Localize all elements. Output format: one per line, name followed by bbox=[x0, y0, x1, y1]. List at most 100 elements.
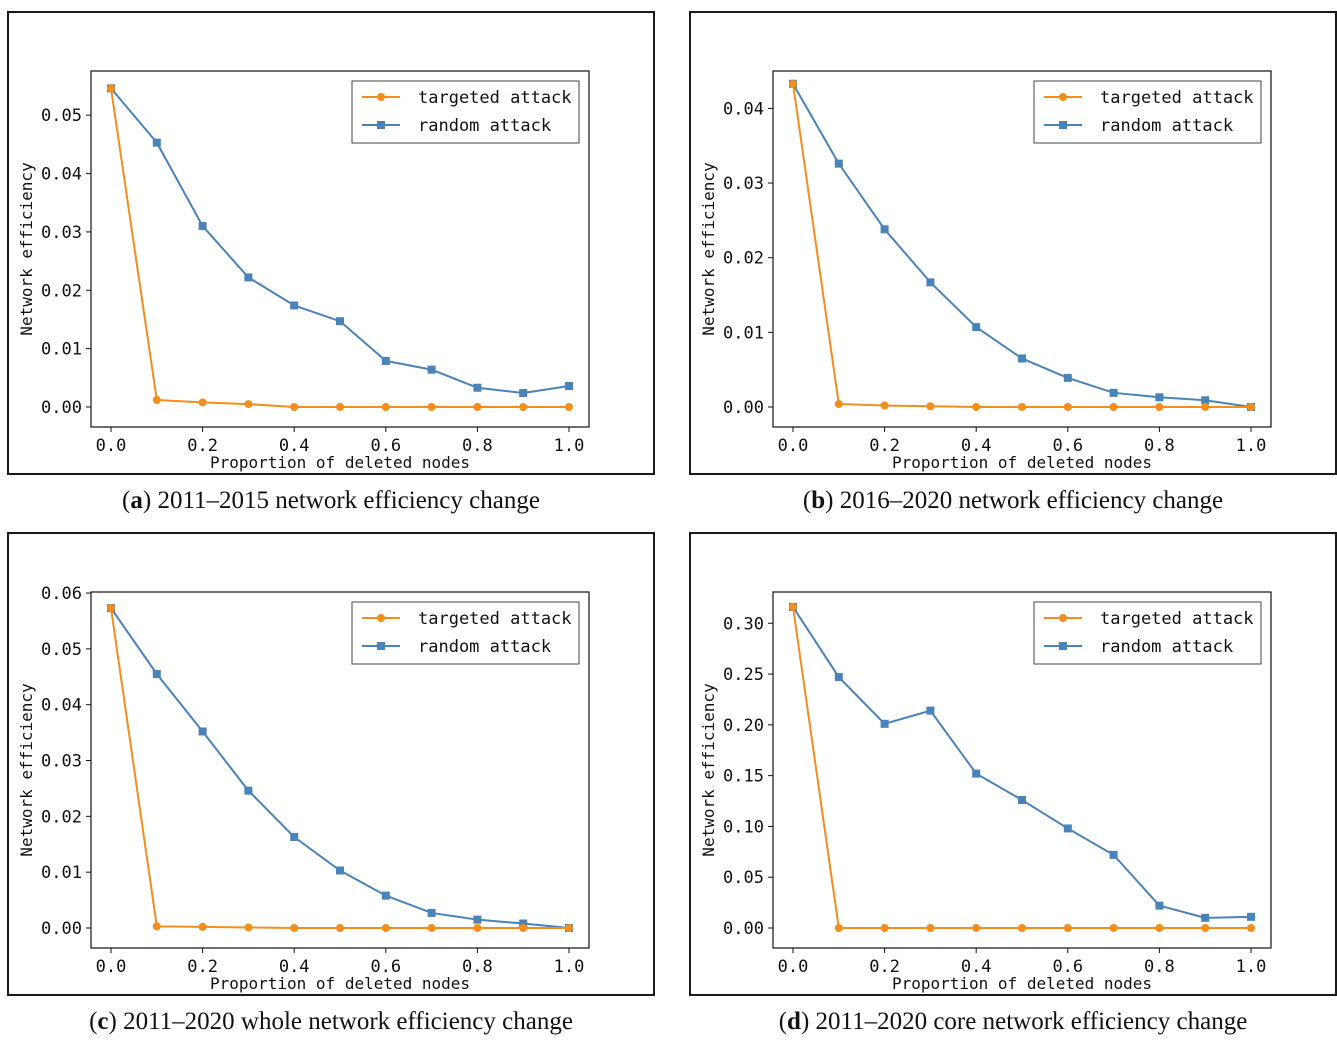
y-tick-label: 0.30 bbox=[723, 614, 764, 634]
targeted-attack-point bbox=[1018, 403, 1026, 411]
random-attack-point bbox=[473, 383, 482, 392]
random-attack-point bbox=[926, 278, 935, 287]
caption-a-text: 2011–2015 network efficiency change bbox=[157, 487, 540, 514]
y-tick-label: 0.15 bbox=[723, 767, 764, 787]
legend-random-marker bbox=[377, 642, 385, 650]
targeted-attack-point bbox=[1063, 403, 1072, 411]
legend-random-label: random attack bbox=[418, 116, 551, 136]
y-tick-label: 0.01 bbox=[41, 863, 82, 883]
random-attack-point bbox=[834, 159, 843, 168]
targeted-attack-point bbox=[1109, 403, 1118, 411]
x-tick-label: 0.8 bbox=[462, 957, 493, 977]
x-tick-label: 0.2 bbox=[187, 436, 218, 456]
targeted-attack-point bbox=[198, 922, 207, 931]
y-tick-label: 0.04 bbox=[41, 165, 82, 185]
targeted-attack-point bbox=[972, 924, 981, 932]
x-tick-label: 0.2 bbox=[869, 957, 900, 977]
random-attack-point bbox=[152, 138, 161, 147]
y-tick-label: 0.01 bbox=[41, 340, 82, 360]
legend-random-label: random attack bbox=[1100, 116, 1233, 136]
legend-targeted-label: targeted attack bbox=[418, 88, 572, 108]
y-tick-label: 0.00 bbox=[41, 919, 82, 939]
y-tick-label: 0.04 bbox=[723, 99, 764, 119]
targeted-attack-point bbox=[880, 924, 889, 932]
random-attack-point bbox=[244, 786, 253, 795]
targeted-attack-point bbox=[1247, 924, 1255, 932]
targeted-attack-point bbox=[1109, 924, 1118, 932]
targeted-attack-point bbox=[834, 400, 843, 409]
random-attack-point bbox=[1063, 824, 1072, 833]
targeted-attack-point bbox=[926, 402, 935, 411]
x-tick-label: 0.6 bbox=[1052, 957, 1083, 977]
targeted-attack-point bbox=[427, 403, 436, 411]
x-tick-label: 0.6 bbox=[370, 436, 401, 456]
targeted-attack-point bbox=[519, 403, 528, 411]
y-tick-label: 0.10 bbox=[723, 817, 764, 837]
legend-targeted-marker bbox=[1059, 93, 1067, 101]
legend-box bbox=[1033, 80, 1262, 144]
legend-box bbox=[351, 80, 580, 144]
targeted-attack-point bbox=[473, 924, 482, 932]
random-attack-point bbox=[880, 719, 889, 728]
targeted-attack-point bbox=[152, 922, 161, 931]
random-attack-point bbox=[565, 381, 573, 390]
random-attack-point bbox=[381, 891, 390, 900]
targeted-attack-point bbox=[1018, 924, 1026, 932]
caption-a: (a) 2011–2015 network efficiency change bbox=[122, 487, 540, 514]
legend-box bbox=[351, 601, 580, 665]
targeted-attack-point bbox=[789, 603, 797, 611]
y-tick-label: 0.05 bbox=[723, 868, 764, 888]
x-tick-label: 0.0 bbox=[96, 436, 127, 456]
random-attack-point bbox=[290, 833, 299, 842]
caption-c-text: 2011–2020 whole network efficiency chang… bbox=[123, 1008, 573, 1035]
y-axis-label: Network efficiency bbox=[17, 162, 36, 336]
y-tick-label: 0.06 bbox=[41, 584, 82, 604]
chart-b: 0.0 0.2 0.4 0.6 0.8 1.0 0.00 0.01 0.02 0.03 0.04 Pr… bbox=[699, 70, 1272, 472]
targeted-attack-point bbox=[244, 923, 253, 932]
targeted-attack-point bbox=[565, 403, 573, 411]
legend-random-marker bbox=[1059, 642, 1067, 650]
x-tick-label: 0.0 bbox=[96, 957, 127, 977]
x-axis-label: Proportion of deleted nodes bbox=[210, 453, 470, 472]
random-attack-point bbox=[834, 673, 843, 682]
x-tick-label: 1.0 bbox=[554, 957, 585, 977]
random-attack-point bbox=[1063, 373, 1072, 382]
y-tick-label: 0.00 bbox=[723, 919, 764, 939]
legend-random-label: random attack bbox=[1100, 637, 1233, 657]
targeted-attack-point bbox=[1063, 924, 1072, 932]
legend-random-marker bbox=[377, 121, 385, 129]
y-tick-label: 0.02 bbox=[41, 807, 82, 827]
random-attack-point bbox=[427, 908, 436, 917]
random-attack-point bbox=[519, 388, 528, 397]
y-tick-label: 0.05 bbox=[41, 106, 82, 126]
targeted-attack-point bbox=[381, 924, 390, 932]
random-attack-point bbox=[336, 317, 344, 326]
targeted-attack-point bbox=[244, 400, 253, 409]
targeted-attack-point bbox=[1201, 403, 1210, 411]
chart-c: 0.0 0.2 0.4 0.6 0.8 1.0 0.00 0.01 0.02 0.03 0.04 0.… bbox=[17, 584, 590, 993]
x-tick-label: 0.2 bbox=[869, 436, 900, 456]
x-axis-label: Proportion of deleted nodes bbox=[210, 974, 470, 993]
legend-targeted-marker bbox=[377, 93, 385, 101]
chart-frame-a: 0.0 0.2 0.4 0.6 0.8 1.0 0.00 0.01 0.02 0.03 0.04 0.… bbox=[7, 11, 655, 475]
random-attack-point bbox=[152, 669, 161, 678]
x-tick-label: 0.0 bbox=[778, 957, 809, 977]
targeted-attack-point bbox=[336, 403, 344, 411]
plot-area bbox=[90, 70, 590, 428]
y-tick-label: 0.03 bbox=[41, 223, 82, 243]
random-attack-point bbox=[1201, 396, 1210, 405]
y-tick-label: 0.04 bbox=[41, 696, 82, 716]
x-tick-label: 1.0 bbox=[554, 436, 585, 456]
y-tick-label: 0.03 bbox=[41, 752, 82, 772]
random-attack-point bbox=[336, 866, 344, 875]
y-tick-label: 0.20 bbox=[723, 716, 764, 736]
targeted-attack-point bbox=[290, 403, 299, 411]
random-attack-point bbox=[926, 706, 935, 715]
chart-d: 0.0 0.2 0.4 0.6 0.8 1.0 0.00 0.05 0.10 0.15 0.20 0.… bbox=[699, 591, 1272, 993]
y-tick-label: 0.02 bbox=[41, 281, 82, 301]
caption-d: (d) 2011–2020 core network efficiency ch… bbox=[778, 1008, 1248, 1035]
x-tick-label: 0.6 bbox=[1052, 436, 1083, 456]
random-attack-point bbox=[1201, 913, 1210, 922]
y-tick-label: 0.02 bbox=[723, 249, 764, 269]
plot-area bbox=[772, 70, 1272, 428]
